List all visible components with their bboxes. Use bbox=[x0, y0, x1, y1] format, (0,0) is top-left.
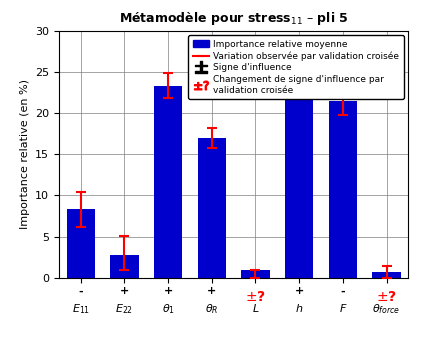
Text: $\pm$?: $\pm$? bbox=[245, 291, 266, 304]
Text: +: + bbox=[207, 286, 216, 296]
Text: -: - bbox=[78, 286, 83, 296]
Title: Métamodèle pour stress$_{11}$ – pli 5: Métamodèle pour stress$_{11}$ – pli 5 bbox=[119, 10, 349, 27]
Legend: Importance relative moyenne, Variation observée par validation croisée, Signe d': Importance relative moyenne, Variation o… bbox=[188, 35, 404, 99]
Text: $\pm$?: $\pm$? bbox=[376, 291, 397, 304]
Bar bbox=[285, 66, 313, 278]
Text: -: - bbox=[341, 286, 345, 296]
Bar bbox=[241, 270, 270, 278]
Bar bbox=[372, 272, 401, 278]
Bar bbox=[329, 101, 357, 278]
Bar bbox=[154, 86, 182, 278]
Bar bbox=[197, 138, 226, 278]
Bar bbox=[110, 255, 139, 278]
Bar bbox=[67, 209, 95, 278]
Y-axis label: Importance relative (en %): Importance relative (en %) bbox=[19, 79, 29, 229]
Text: +: + bbox=[295, 286, 304, 296]
Text: +: + bbox=[163, 286, 173, 296]
Text: +: + bbox=[120, 286, 129, 296]
